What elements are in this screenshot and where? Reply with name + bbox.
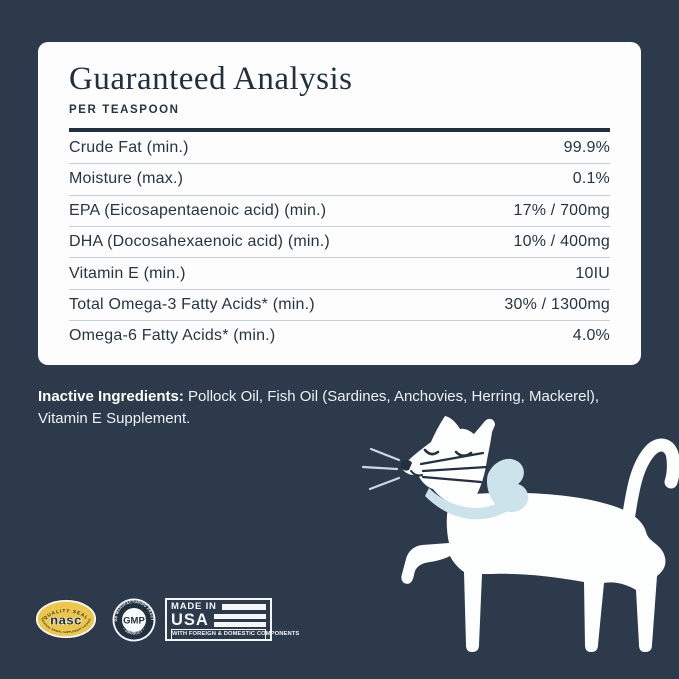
- cat-body: [401, 492, 666, 652]
- card-title: Guaranteed Analysis: [69, 61, 353, 97]
- card-subtitle: PER TEASPOON: [69, 104, 180, 117]
- row-value: 99.9%: [563, 138, 610, 156]
- cat-bow: [486, 458, 529, 513]
- flag-stripes: [213, 614, 266, 627]
- analysis-table: Crude Fat (min.) 99.9% Moisture (max.) 0…: [69, 133, 610, 352]
- cat-illustration: [361, 416, 679, 652]
- row-label: Total Omega-3 Fatty Acids* (min.): [69, 295, 315, 313]
- cat-scarf: [425, 488, 517, 520]
- inactive-ingredients-text: Inactive Ingredients: Pollock Oil, Fish …: [38, 388, 600, 427]
- flag-stripe: [221, 603, 266, 610]
- nasc-seal: QUALITY SEAL nasc NATIONAL ANIMAL SUPPLE…: [35, 599, 97, 639]
- gmp-wordmark: GMP: [123, 616, 145, 627]
- row-value: 0.1%: [572, 170, 610, 188]
- header-rule: [69, 128, 610, 132]
- usa-label: USA: [171, 610, 209, 629]
- row-value: 4.0%: [572, 327, 610, 345]
- analysis-row: Omega-6 Fatty Acids* (min.) 4.0%: [69, 321, 610, 351]
- row-label: Vitamin E (min.): [69, 264, 186, 282]
- cat-mouth: [410, 470, 423, 477]
- analysis-row: Vitamin E (min.) 10IU: [69, 258, 610, 290]
- row-label: Omega-6 Fatty Acids* (min.): [69, 327, 276, 345]
- row-value: 10IU: [575, 264, 610, 282]
- row-value: 17% / 700mg: [513, 201, 610, 219]
- cat-whiskers-right: [419, 451, 489, 484]
- components-label: WITH FOREIGN & DOMESTIC COMPONENTS: [171, 629, 299, 640]
- row-label: EPA (Eicosapentaenoic acid) (min.): [69, 201, 327, 219]
- cat-eyes: [423, 448, 473, 458]
- analysis-row: EPA (Eicosapentaenoic acid) (min.) 17% /…: [69, 196, 610, 227]
- cat-head: [402, 416, 495, 505]
- cat-tail: [621, 438, 679, 527]
- made-in-label: MADE IN: [171, 601, 217, 612]
- row-value: 10% / 400mg: [513, 233, 610, 251]
- cat-whiskers-left: [361, 447, 401, 491]
- analysis-row: Moisture (max.) 0.1%: [69, 164, 610, 196]
- cat-nose: [401, 459, 412, 471]
- row-label: Moisture (max.): [69, 170, 184, 188]
- row-label: Crude Fat (min.): [69, 138, 189, 156]
- inactive-ingredients-label: Inactive Ingredients:: [38, 388, 184, 405]
- guaranteed-analysis-card: Guaranteed Analysis PER TEASPOON Crude F…: [38, 42, 641, 365]
- nasc-wordmark: nasc: [50, 613, 82, 628]
- gmp-seal: GOOD MANUFACTURING PRACTICE • PRODUCT • …: [112, 598, 156, 642]
- made-in-usa-badge: MADE IN USA WITH FOREIGN & DOMESTIC COMP…: [165, 598, 299, 641]
- analysis-row: Total Omega-3 Fatty Acids* (min.) 30% / …: [69, 290, 610, 322]
- analysis-row: DHA (Docosahexaenoic acid) (min.) 10% / …: [69, 227, 610, 259]
- row-value: 30% / 1300mg: [504, 295, 610, 313]
- row-label: DHA (Docosahexaenoic acid) (min.): [69, 233, 330, 251]
- analysis-row: Crude Fat (min.) 99.9%: [69, 133, 610, 165]
